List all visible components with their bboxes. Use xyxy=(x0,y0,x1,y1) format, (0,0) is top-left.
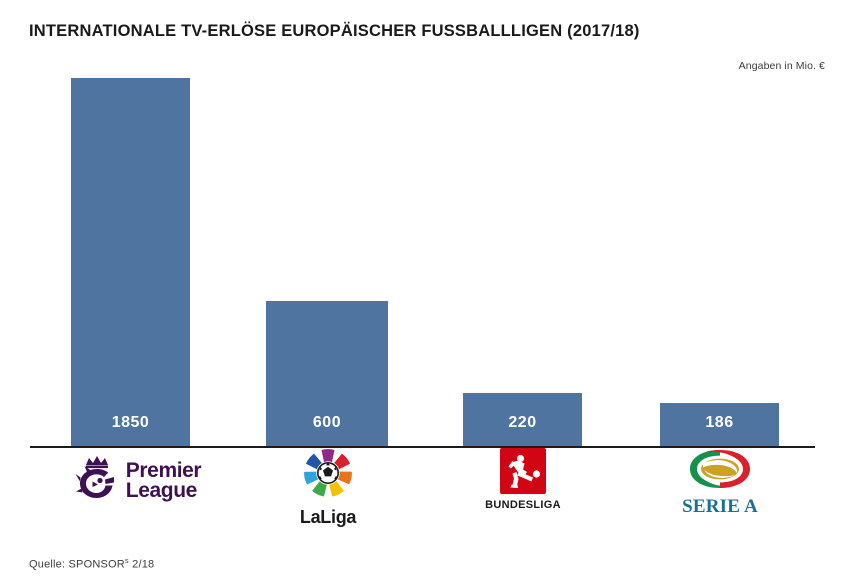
premier-league-wordmark: Premier League xyxy=(125,458,202,502)
laliga-pinwheel-icon xyxy=(300,448,356,505)
source-suffix: 2/18 xyxy=(128,559,155,571)
source-superscript: s xyxy=(124,556,129,566)
category-premier-league: Premier League xyxy=(55,448,220,538)
serie-a-swirl-icon xyxy=(686,448,754,495)
bundesliga-player-icon xyxy=(500,448,546,494)
premier-league-wordmark-line1: Premier xyxy=(125,458,202,482)
laliga-wordmark: LaLiga xyxy=(299,507,357,527)
bar-laliga[interactable]: 600 xyxy=(266,301,388,446)
chart-title: INTERNATIONALE TV-ERLÖSE EUROPÄISCHER FU… xyxy=(29,22,640,40)
category-laliga: LaLiga xyxy=(278,448,378,538)
bar-value-premier-league: 1850 xyxy=(111,414,150,431)
category-serie-a: SERIE A xyxy=(665,448,775,538)
bar-serie-a[interactable]: 186 xyxy=(660,403,779,446)
plot-area: 1850 600 220 186 xyxy=(0,70,850,446)
bar-value-laliga: 600 xyxy=(312,414,342,431)
bar-value-bundesliga: 220 xyxy=(508,414,537,431)
source-note: Quelle: SPONSORs 2/18 xyxy=(29,556,154,571)
unit-note: Angaben in Mio. € xyxy=(738,60,825,72)
category-logos-row: Premier League xyxy=(0,448,850,538)
serie-a-wordmark: SERIE A xyxy=(682,496,758,517)
bundesliga-wordmark: BUNDESLIGA xyxy=(485,499,561,511)
bar-bundesliga[interactable]: 220 xyxy=(463,393,582,446)
x-axis-baseline xyxy=(30,446,815,448)
premier-league-lion-icon xyxy=(74,455,118,506)
source-prefix: Quelle: SPONSOR xyxy=(29,559,125,571)
category-bundesliga: BUNDESLIGA xyxy=(473,448,573,538)
bar-premier-league[interactable]: 1850 xyxy=(71,78,190,446)
premier-league-wordmark-line2: League xyxy=(125,478,198,502)
bar-value-serie-a: 186 xyxy=(705,414,734,431)
